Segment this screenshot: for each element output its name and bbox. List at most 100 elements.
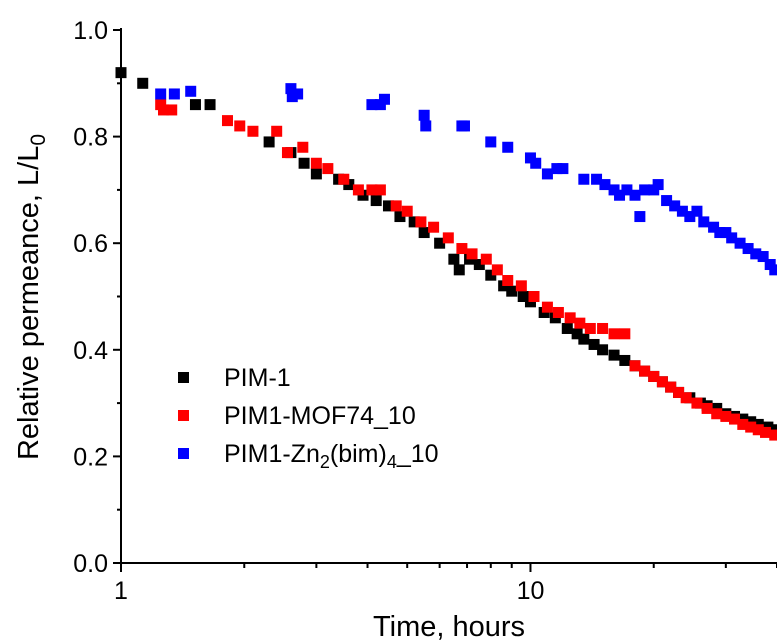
data-point-2 — [528, 291, 540, 302]
legend-marker-2 — [178, 410, 189, 421]
data-point-2 — [247, 125, 259, 137]
data-point-3 — [634, 211, 646, 223]
y-tick-label: 0.0 — [73, 550, 108, 578]
data-point-3 — [629, 189, 641, 201]
data-point-1 — [448, 253, 460, 265]
x-tick-label: 10 — [517, 577, 545, 605]
data-point-2 — [564, 312, 576, 324]
data-point-2 — [639, 365, 651, 377]
data-point-2 — [691, 397, 703, 409]
data-point-3 — [418, 109, 430, 121]
x-axis-title: Time, hours — [373, 611, 525, 643]
data-point-2 — [352, 184, 364, 196]
data-point-3 — [366, 99, 378, 111]
data-point-2 — [574, 317, 586, 329]
x-tick-label: 1 — [114, 577, 128, 605]
data-point-1 — [418, 227, 430, 239]
data-point-3 — [726, 232, 738, 244]
data-point-2 — [456, 243, 468, 255]
data-point-2 — [673, 386, 685, 398]
data-point-2 — [491, 264, 503, 276]
data-point-3 — [285, 83, 297, 95]
data-point-1 — [597, 344, 609, 356]
data-point-2 — [166, 104, 178, 116]
data-point-3 — [757, 251, 769, 263]
y-tick-label: 0.8 — [73, 124, 108, 152]
data-point-2 — [322, 163, 334, 175]
data-point-1 — [189, 99, 201, 111]
data-point-3 — [420, 120, 432, 132]
data-point-3 — [652, 179, 664, 191]
data-point-3 — [557, 163, 569, 175]
data-point-2 — [271, 125, 283, 137]
data-point-3 — [155, 88, 167, 100]
data-point-1 — [588, 338, 600, 350]
data-point-3 — [698, 216, 710, 228]
data-point-2 — [415, 216, 427, 228]
data-point-2 — [374, 184, 386, 196]
data-point-2 — [720, 410, 732, 422]
data-point-2 — [745, 421, 757, 433]
data-point-2 — [597, 322, 609, 334]
data-point-1 — [561, 322, 573, 334]
data-point-3 — [168, 88, 180, 100]
data-point-2 — [648, 370, 660, 382]
data-point-2 — [158, 104, 170, 116]
data-point-3 — [530, 157, 542, 169]
data-point-3 — [661, 195, 673, 207]
data-point-2 — [769, 429, 777, 441]
data-point-3 — [485, 136, 497, 148]
plot-area — [115, 67, 777, 441]
data-point-2 — [221, 115, 233, 127]
data-point-1 — [382, 200, 394, 212]
legend-marker-3 — [178, 448, 189, 459]
data-point-2 — [629, 360, 641, 372]
data-point-1 — [263, 136, 275, 148]
data-point-2 — [608, 328, 620, 340]
data-point-1 — [370, 195, 382, 207]
data-point-2 — [656, 376, 668, 388]
data-point-1 — [204, 99, 216, 111]
data-point-3 — [720, 227, 732, 239]
data-point-1 — [506, 285, 518, 297]
data-point-3 — [691, 205, 703, 217]
data-point-1 — [485, 269, 497, 281]
y-tick-label: 0.2 — [73, 443, 108, 471]
data-point-1 — [298, 157, 310, 169]
data-point-1 — [608, 349, 620, 361]
data-point-2 — [390, 200, 402, 212]
data-point-2 — [680, 392, 692, 404]
data-point-2 — [584, 322, 596, 334]
axes: 0.0 0.2 0.4 0.6 0.8 1.0 1 10 — [73, 17, 777, 605]
data-point-1 — [137, 77, 149, 89]
data-point-2 — [701, 402, 713, 414]
data-point-1 — [578, 333, 590, 345]
data-point-2 — [665, 381, 677, 393]
legend-label-2: PIM1-MOF74_10 — [224, 402, 416, 430]
data-point-1 — [453, 264, 465, 276]
data-point-1 — [473, 259, 485, 271]
data-point-2 — [502, 275, 514, 287]
legend: PIM-1 PIM1-MOF74_10 PIM1-Zn2(bim)4_10 — [178, 364, 439, 472]
data-point-3 — [541, 168, 553, 180]
data-point-3 — [378, 93, 390, 105]
data-point-3 — [742, 243, 754, 255]
data-point-3 — [502, 141, 514, 153]
data-point-3 — [750, 248, 762, 260]
legend-label-1: PIM-1 — [224, 364, 291, 392]
data-point-3 — [676, 205, 688, 217]
data-point-2 — [442, 232, 454, 244]
data-point-3 — [669, 200, 681, 212]
data-point-2 — [338, 173, 350, 185]
data-point-2 — [234, 120, 246, 132]
data-point-2 — [760, 426, 772, 438]
data-point-1 — [115, 67, 127, 79]
data-point-2 — [711, 408, 723, 420]
data-point-2 — [541, 301, 553, 313]
data-point-2 — [297, 141, 309, 153]
data-point-3 — [714, 227, 726, 239]
data-point-3 — [578, 173, 590, 185]
data-point-2 — [729, 413, 741, 425]
data-point-3 — [599, 179, 611, 191]
data-point-3 — [684, 211, 696, 223]
